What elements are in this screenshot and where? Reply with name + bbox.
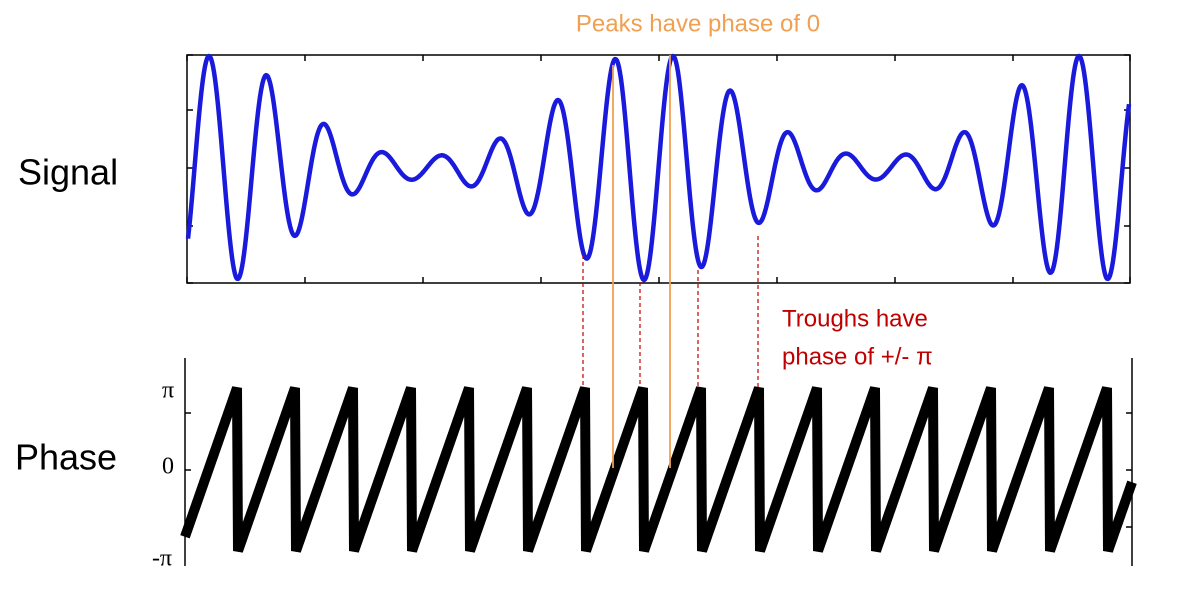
phase-tick-label: π	[162, 378, 174, 404]
signal-wave	[185, 53, 1132, 283]
phase-label: Phase	[15, 437, 117, 478]
troughs-note: phase of +/- π	[782, 343, 933, 370]
drawing	[180, 53, 1137, 553]
phase-tick-label: -π	[152, 546, 172, 572]
phase-wave	[180, 386, 1137, 553]
signal-label: Signal	[18, 152, 118, 193]
peaks-note: Peaks have phase of 0	[576, 10, 820, 37]
phase-tick-label: 0	[162, 454, 174, 480]
troughs-note: Troughs have	[782, 305, 928, 332]
